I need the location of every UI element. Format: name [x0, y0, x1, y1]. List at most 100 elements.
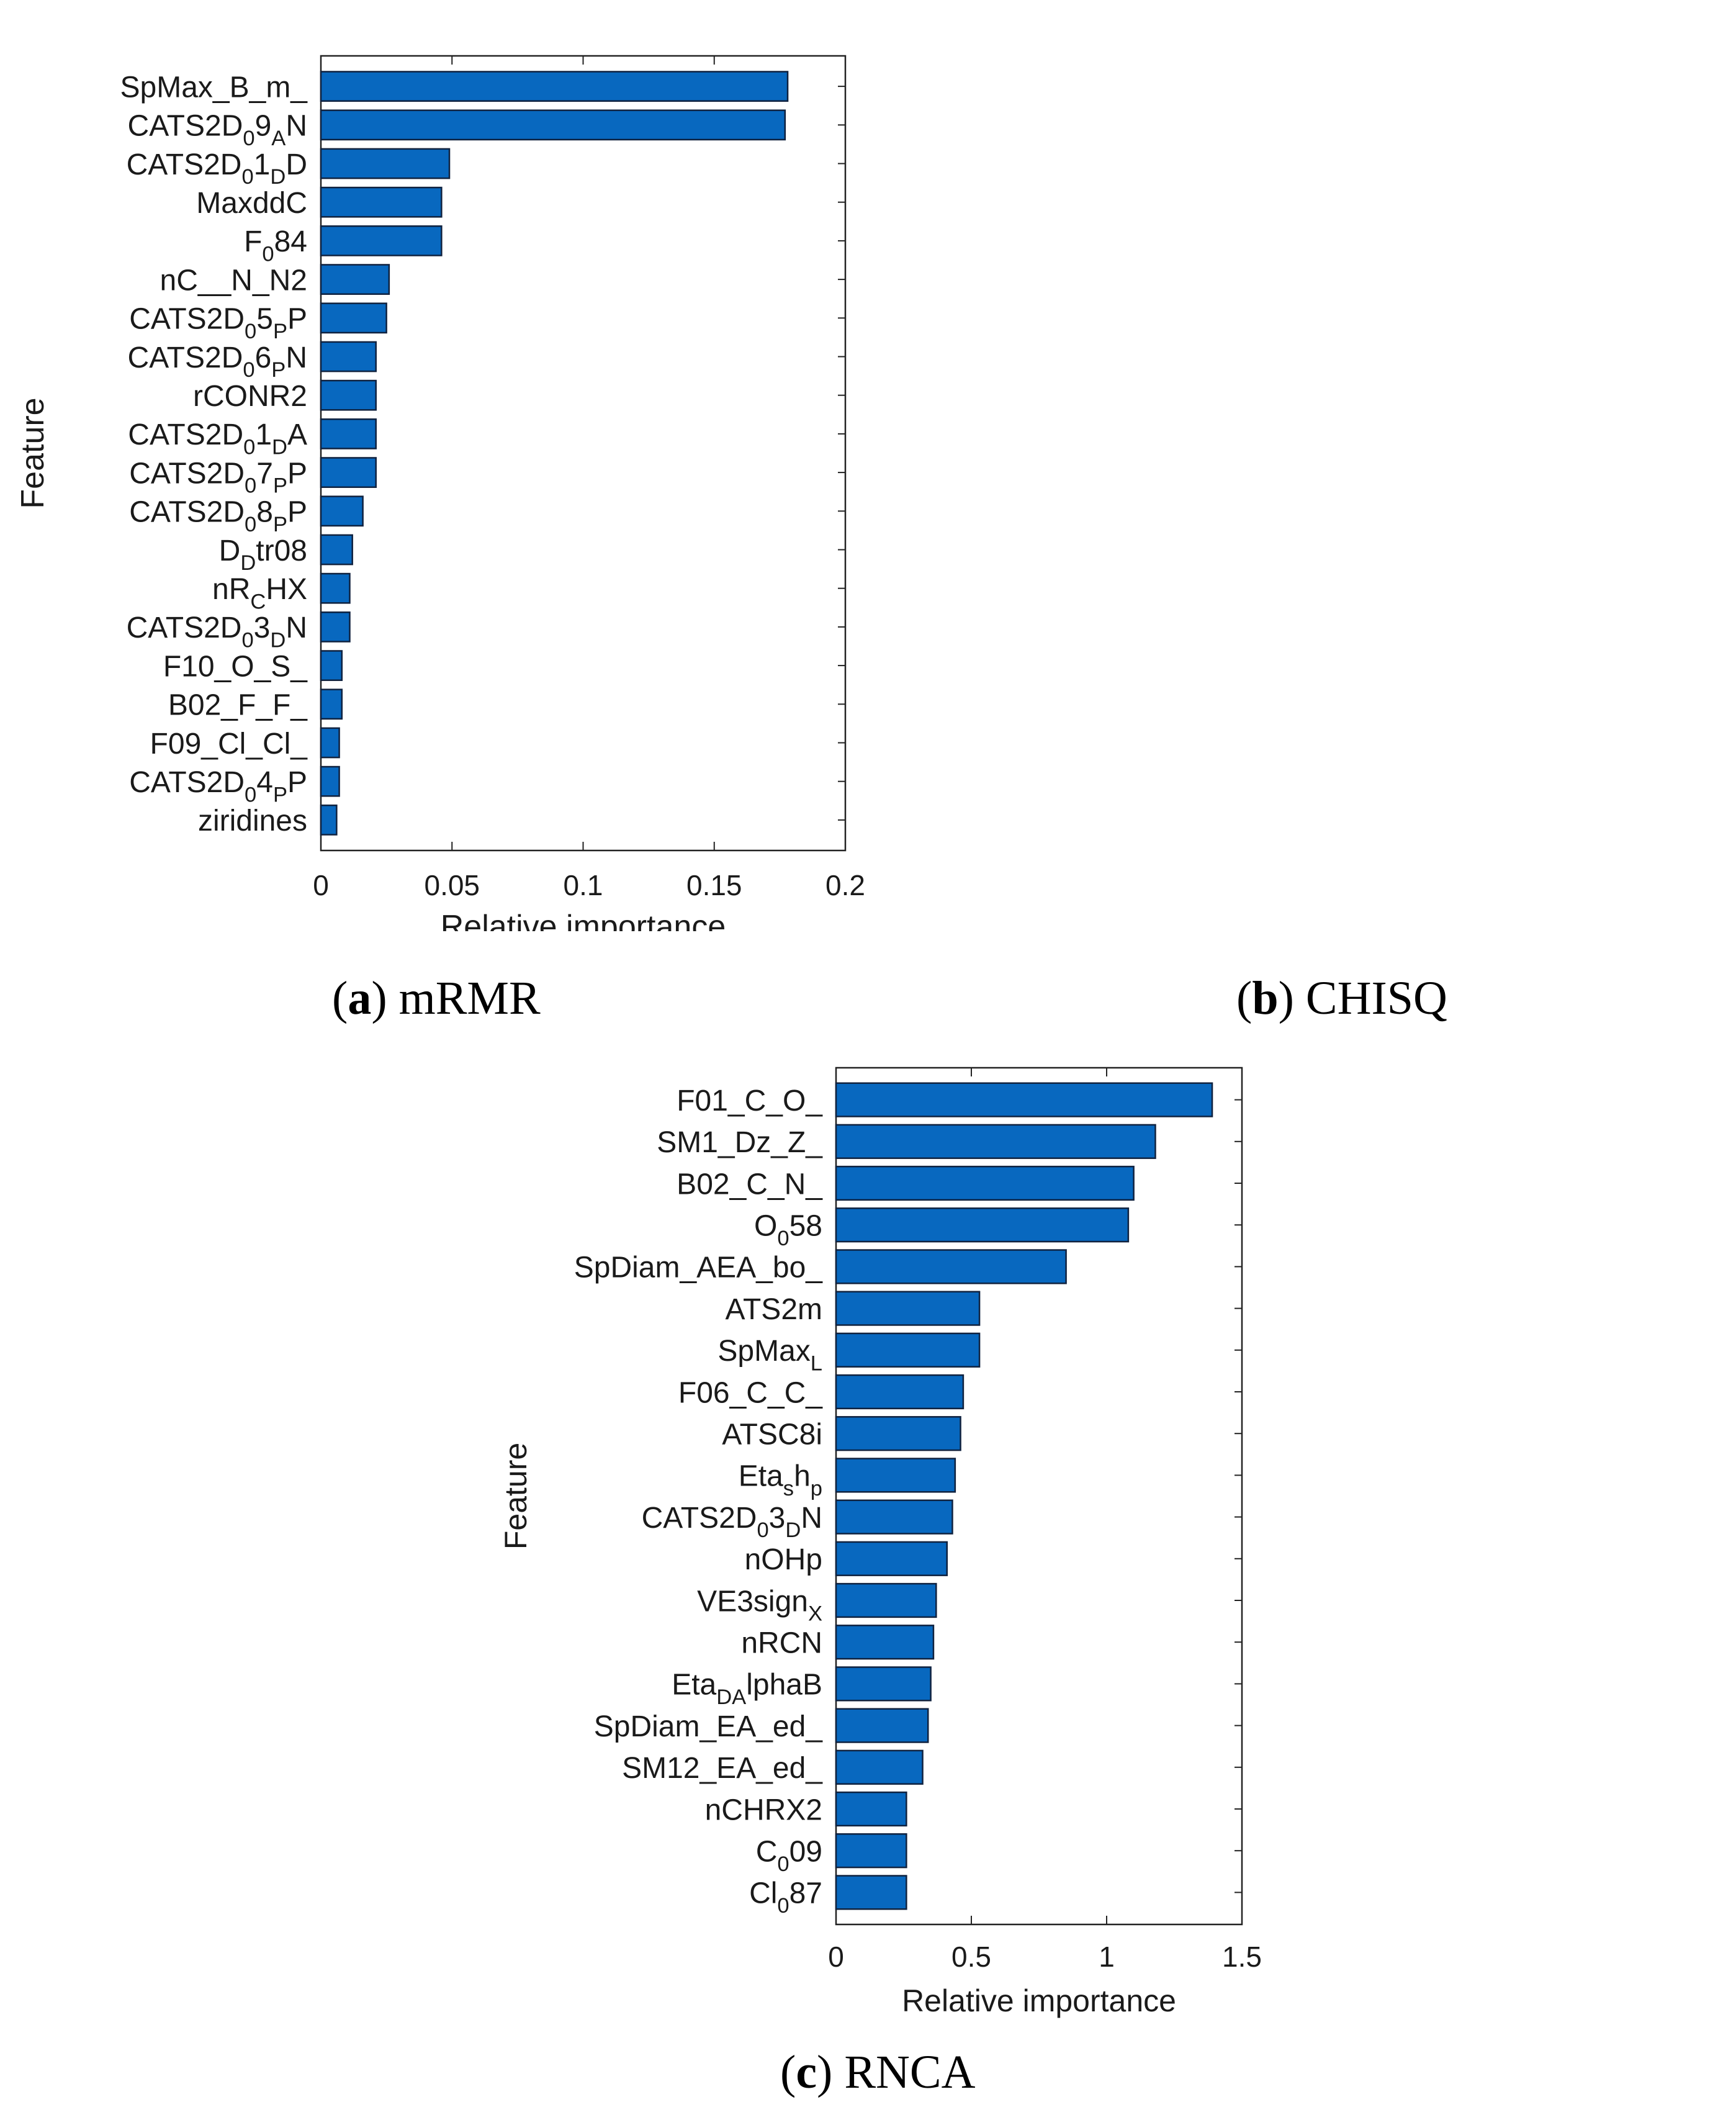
mrmr-category-label: DDtr08: [219, 535, 307, 575]
rnca-bar: [835, 1749, 924, 1785]
rnca-xtick-label: 1.5: [1222, 1941, 1262, 1973]
mrmr-bar: [320, 534, 353, 566]
mrmr-bar: [320, 765, 340, 797]
mrmr-xtick-label: 0.2: [825, 869, 865, 901]
mrmr-bar: [320, 727, 340, 759]
rnca-bar: [835, 1291, 981, 1326]
mrmr-category-label: MaxddC: [196, 187, 307, 220]
rnca-category-label: nRCN: [741, 1626, 822, 1659]
mrmr-bar: [320, 71, 789, 102]
rnca-bar: [835, 1791, 907, 1827]
rnca-bar: [835, 1499, 953, 1535]
rnca-y-axis-label: Feature: [498, 1443, 533, 1549]
mrmr-bar: [320, 302, 387, 334]
rnca-category-label: nCHRX2: [705, 1793, 822, 1826]
mrmr-bar: [320, 341, 377, 372]
rnca-xtick-label: 0.5: [951, 1941, 991, 1973]
rnca-category-label: Etashp: [739, 1460, 822, 1500]
rnca-bar: [835, 1625, 935, 1660]
mrmr-bar: [320, 379, 377, 411]
mrmr-category-label: nC__N_N2: [160, 264, 307, 297]
rnca-category-label: ATS2m: [726, 1293, 822, 1326]
mrmr-bar: [320, 148, 451, 179]
rnca-category-label: SM12_EA_ed_: [622, 1752, 823, 1785]
mrmr-y-axis-label: Feature: [15, 397, 51, 508]
rnca-plot-area: [835, 1067, 1243, 1926]
rnca-category-label: nOHp: [745, 1543, 822, 1576]
rnca-category-label: C009: [756, 1835, 822, 1875]
rnca-category-label: EtaDAlphaB: [672, 1669, 822, 1709]
rnca-bar: [835, 1374, 965, 1410]
mrmr-category-label: F10_O_S_: [163, 650, 308, 683]
rnca-category-label: F06_C_C_: [678, 1376, 823, 1409]
mrmr-category-label: SpMax_B_m_: [120, 71, 308, 104]
rnca-bar: [835, 1416, 961, 1451]
mrmr-bar: [320, 572, 351, 604]
rnca-bar: [835, 1708, 929, 1743]
rnca-category-label: CATS2D03DN: [642, 1502, 822, 1542]
mrmr-bar: [320, 688, 343, 720]
mrmr-category-label: CATS2D01DD: [127, 148, 307, 189]
mrmr-category-label: CATS2D05PP: [129, 303, 307, 343]
mrmr-bar: [320, 611, 351, 643]
rnca-bar: [835, 1666, 932, 1702]
mrmr-plot-area: [320, 55, 847, 852]
rnca-xtick-label: 1: [1099, 1941, 1115, 1973]
mrmr-xtick-label: 0.05: [424, 869, 480, 901]
caption-c: (c) RNCA: [780, 2046, 976, 2098]
rnca-bar: [835, 1541, 948, 1576]
mrmr-category-label: rCONR2: [193, 380, 307, 413]
rnca-bar: [835, 1165, 1135, 1201]
mrmr-bar: [320, 225, 443, 256]
rnca-category-label: Cl087: [749, 1877, 822, 1918]
mrmr-bar: [320, 264, 390, 295]
rnca-category-label: O058: [754, 1209, 822, 1250]
mrmr-category-label: CATS2D09AN: [128, 110, 307, 150]
mrmr-category-label: CATS2D03DN: [127, 611, 307, 652]
rnca-bar-chart: F01_C_O_ SM1_Dz_Z_ B02_C_N_ O058SpDiam_AEA_…: [498, 1067, 1262, 2018]
mrmr-category-label: CATS2D07PP: [129, 457, 307, 497]
rnca-category-label: SpDiam_AEA_bo_: [574, 1252, 824, 1284]
mrmr-category-label: ziridines: [198, 805, 307, 837]
rnca-category-label: ATSC8i: [722, 1418, 822, 1451]
caption-b: (b) CHISQ: [1236, 972, 1447, 1024]
mrmr-xtick-label: 0.1: [564, 869, 603, 901]
mrmr-category-label: CATS2D04PP: [129, 766, 307, 806]
mrmr-xtick-label: 0.15: [686, 869, 742, 901]
mrmr-category-label: nRCHX: [212, 573, 307, 613]
rnca-category-label: SM1_Dz_Z_: [657, 1126, 823, 1159]
rnca-bar: [835, 1458, 956, 1493]
mrmr-category-label: CATS2D06PN: [128, 341, 307, 382]
mrmr-bar: [320, 805, 338, 836]
rnca-bar: [835, 1249, 1067, 1284]
mrmr-category-label: CATS2D01DA: [128, 418, 307, 459]
mrmr-category-label: B02_F_F_: [168, 689, 308, 722]
mrmr-xtick-label: 0: [313, 869, 329, 901]
rnca-bar: [835, 1124, 1156, 1159]
rnca-axes-frame: [835, 1067, 1243, 1926]
mrmr-bar: [320, 109, 786, 141]
mrmr-bar: [320, 650, 343, 681]
rnca-bar: [835, 1875, 907, 1910]
mrmr-bar: [320, 418, 377, 449]
mrmr-category-label: F084: [244, 225, 307, 266]
mrmr-category-label: CATS2D08PP: [129, 496, 307, 536]
rnca-bar: [835, 1332, 981, 1368]
rnca-xtick-label: 0: [828, 1941, 844, 1973]
rnca-category-label: VE3signX: [697, 1585, 822, 1625]
caption-a: (a) mRMR: [332, 972, 541, 1024]
mrmr-bar: [320, 495, 364, 527]
mrmr-x-axis-label: Relative importance: [441, 909, 726, 931]
rnca-bar: [835, 1833, 907, 1869]
rnca-category-label: B02_C_N_: [677, 1168, 823, 1201]
rnca-category-label: F01_C_O_: [677, 1085, 823, 1117]
rnca-category-label: SpMaxL: [717, 1335, 822, 1375]
mrmr-bar: [320, 186, 443, 218]
rnca-x-axis-label: Relative importance: [902, 1983, 1176, 2018]
rnca-category-label: SpDiam_EA_ed_: [594, 1710, 824, 1743]
rnca-bar: [835, 1582, 937, 1618]
mrmr-bar: [320, 457, 377, 488]
mrmr-category-label: F09_Cl_Cl_: [150, 728, 308, 760]
